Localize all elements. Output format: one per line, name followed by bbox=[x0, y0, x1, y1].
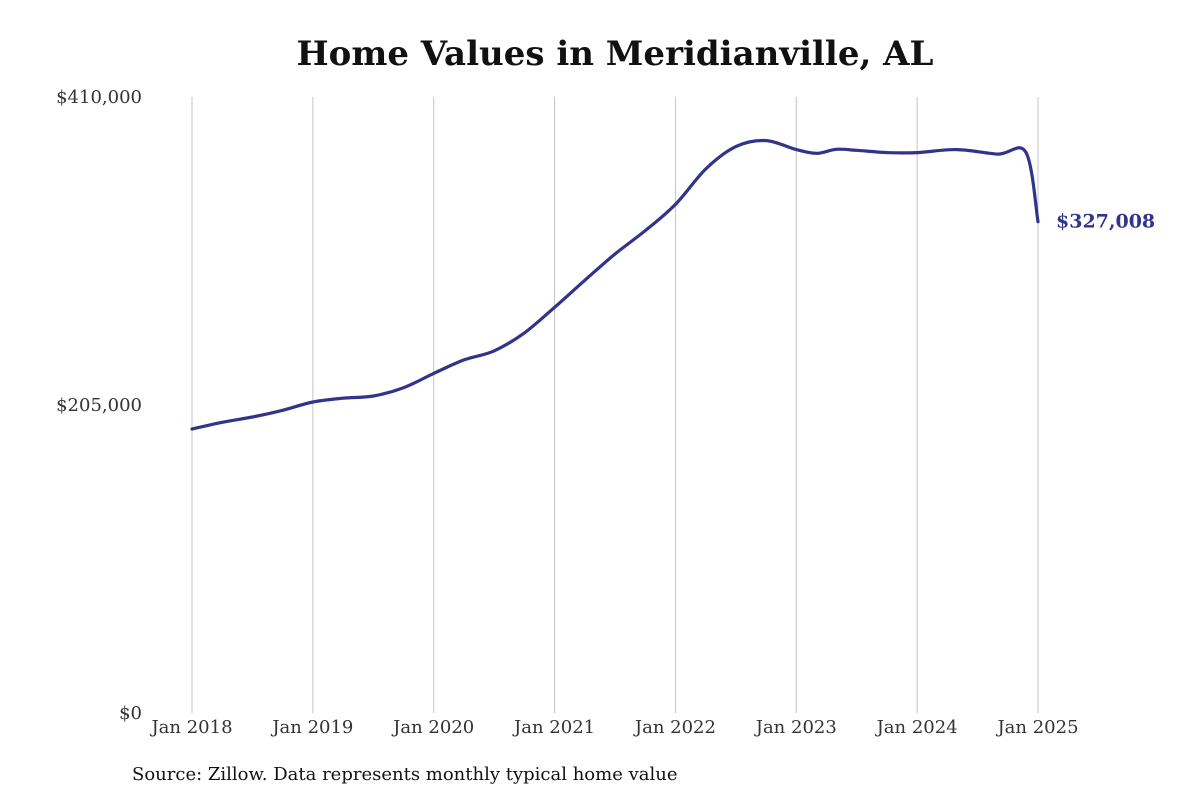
x-tick-label: Jan 2025 bbox=[995, 717, 1078, 738]
chart-title: Home Values in Meridianville, AL bbox=[296, 34, 934, 74]
x-axis-ticks: Jan 2018 Jan 2019 Jan 2020 Jan 2021 Jan 2022… bbox=[149, 717, 1078, 738]
grid-lines bbox=[191, 97, 1039, 713]
x-tick-label: Jan 2020 bbox=[391, 717, 474, 738]
series-line bbox=[190, 138, 1040, 431]
end-value-label: $327,008 bbox=[1056, 211, 1155, 233]
x-tick-label: Jan 2018 bbox=[149, 717, 232, 738]
x-tick-label: Jan 2024 bbox=[875, 717, 958, 738]
y-tick-label: $205,000 bbox=[56, 395, 142, 416]
chart-source-note: Source: Zillow. Data represents monthly … bbox=[132, 764, 678, 785]
x-tick-label: Jan 2023 bbox=[754, 717, 837, 738]
y-tick-label: $0 bbox=[119, 703, 142, 724]
y-tick-label: $410,000 bbox=[56, 87, 142, 108]
x-tick-label: Jan 2022 bbox=[633, 717, 716, 738]
x-tick-label: Jan 2019 bbox=[270, 717, 353, 738]
y-axis-ticks: $0 $205,000 $410,000 bbox=[56, 87, 142, 724]
x-tick-label: Jan 2021 bbox=[512, 717, 595, 738]
